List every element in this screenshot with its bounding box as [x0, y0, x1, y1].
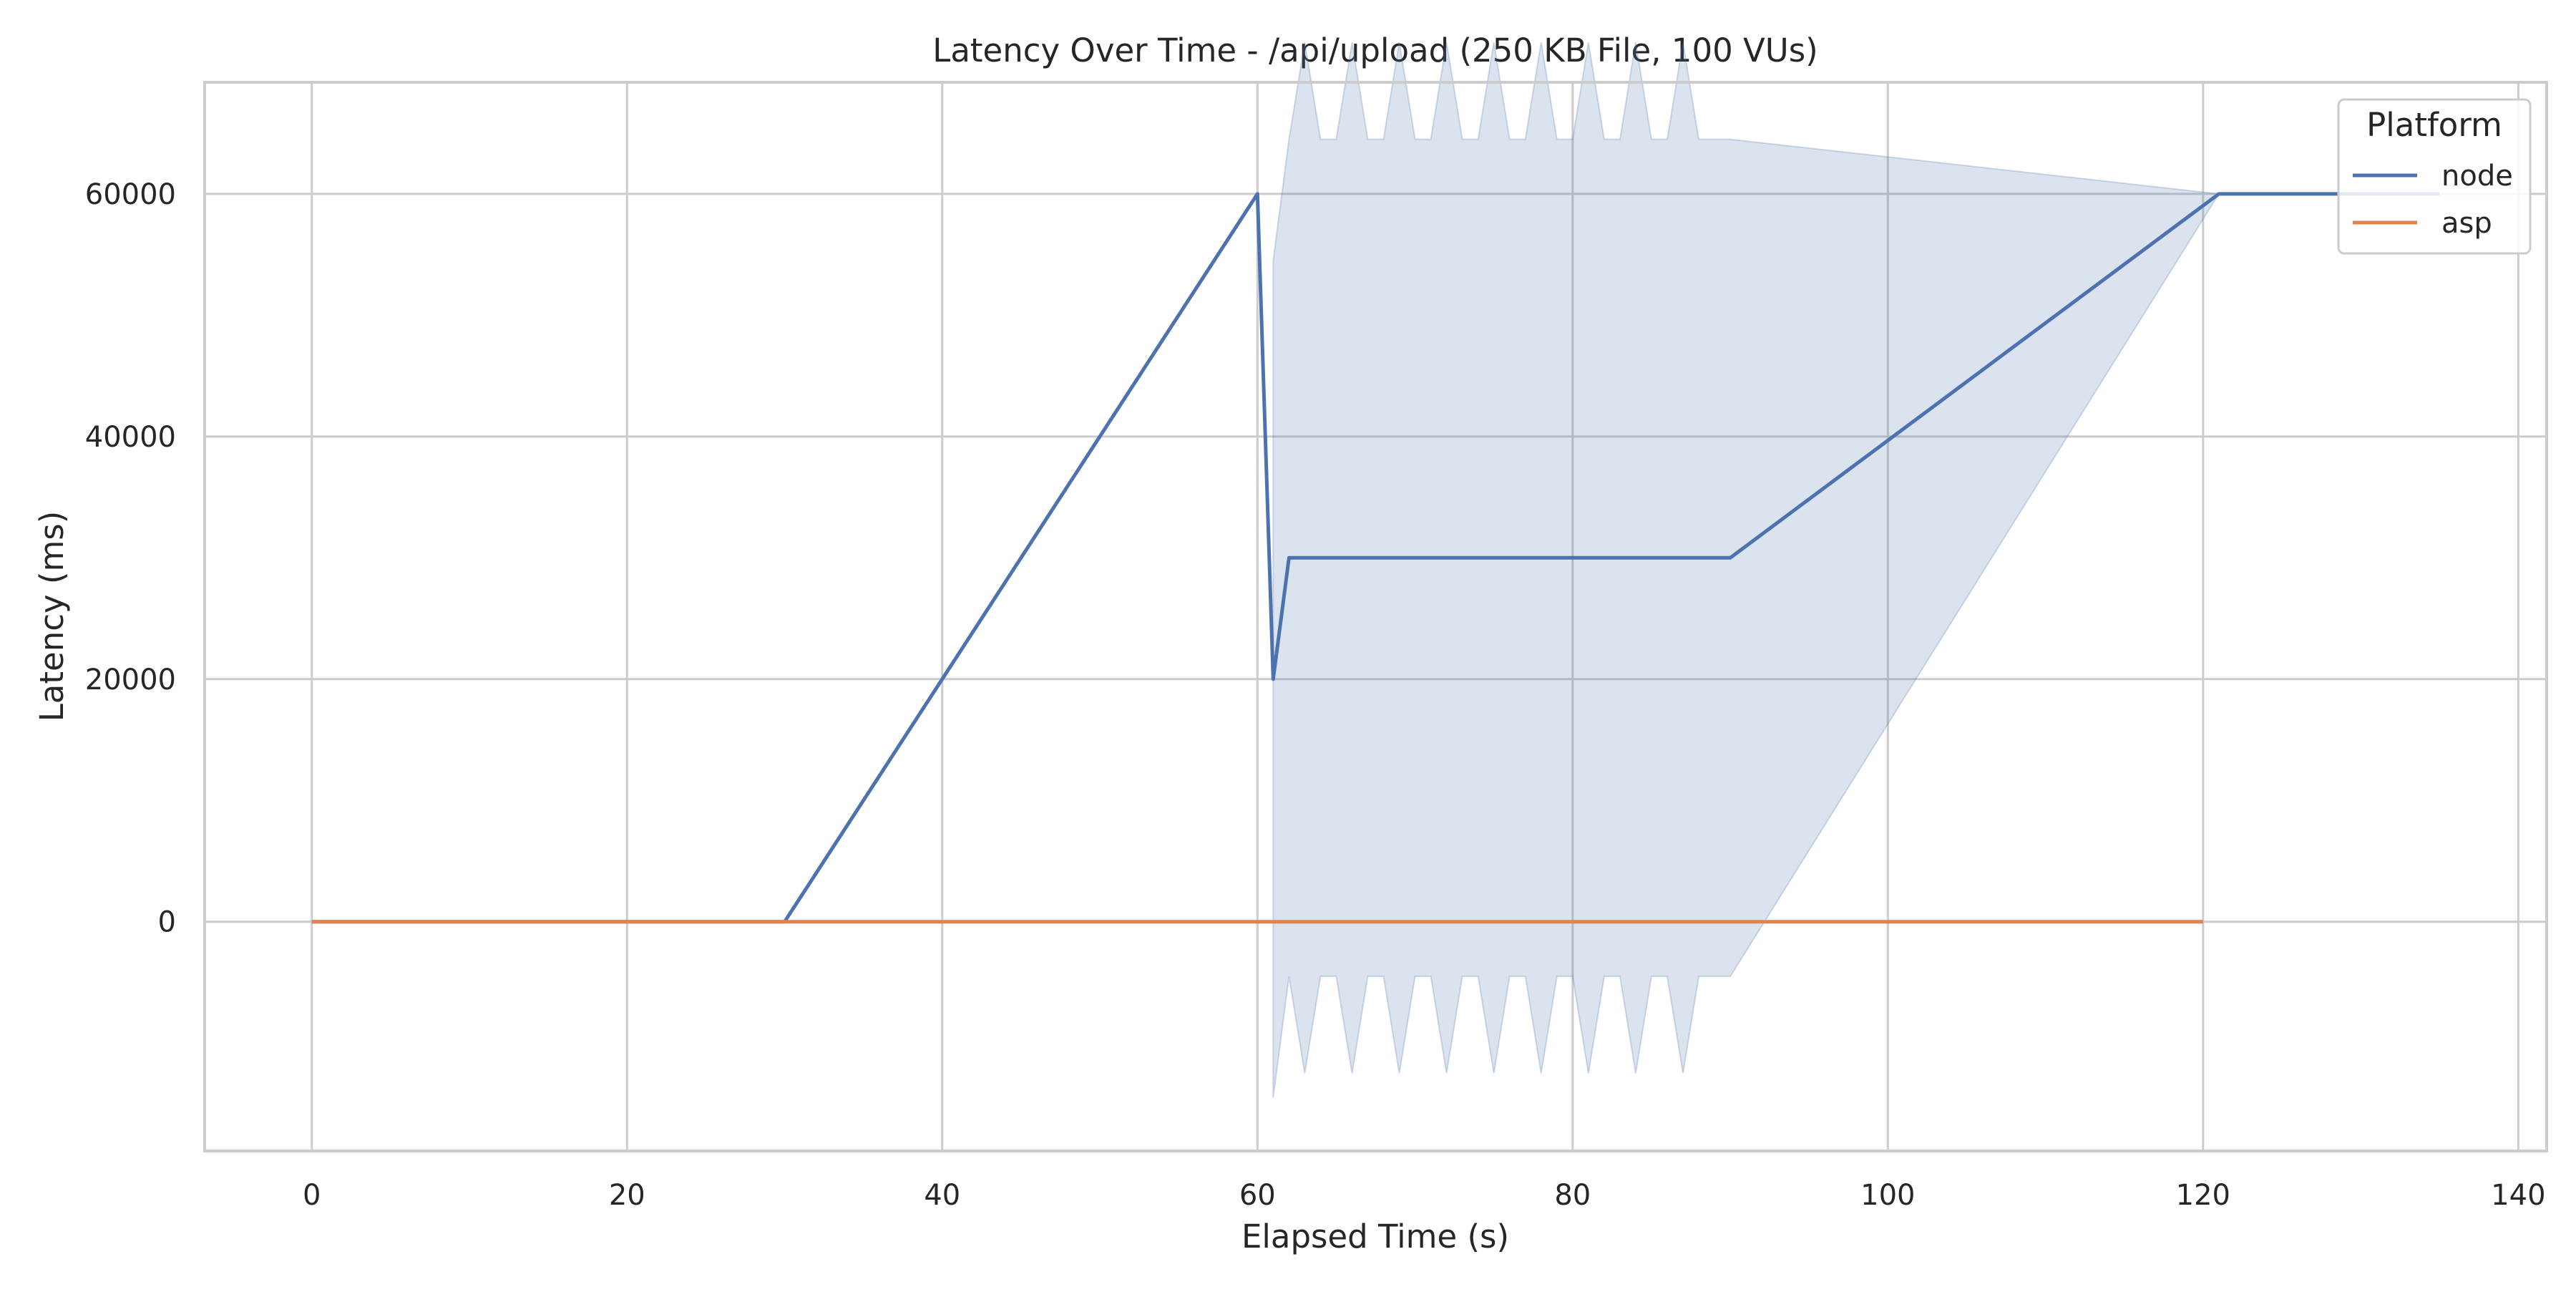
x-tick-labels: 0 20 40 60 80 100 120 140 [303, 1179, 2545, 1212]
legend-title: Platform [2366, 106, 2502, 144]
legend: Platform node asp [2337, 98, 2532, 255]
plot-frame [203, 81, 2548, 1152]
legend-label-asp: asp [2441, 207, 2492, 240]
x-tick-label: 40 [924, 1179, 960, 1212]
x-tick-label: 120 [2176, 1179, 2230, 1212]
confidence-band [1272, 42, 2440, 1098]
x-tick-label: 140 [2491, 1179, 2545, 1212]
y-tick-label: 20000 [85, 664, 176, 696]
x-tick-label: 80 [1554, 1179, 1591, 1212]
y-tick-label: 40000 [85, 421, 176, 454]
y-tick-label: 0 [158, 906, 176, 939]
chart-title: Latency Over Time - /api/upload (250 KB … [932, 31, 1818, 69]
legend-label-node: node [2441, 160, 2513, 193]
x-tick-label: 20 [609, 1179, 645, 1212]
series-line-node [311, 192, 2440, 924]
x-tick-label: 100 [1860, 1179, 1915, 1212]
x-axis-label: Elapsed Time (s) [1241, 1218, 1509, 1255]
y-axis-label: Latency (ms) [33, 511, 71, 722]
ci-band-node [1272, 42, 2440, 1098]
legend-box [2337, 98, 2532, 255]
x-tick-label: 0 [303, 1179, 321, 1212]
y-tick-label: 60000 [85, 178, 176, 211]
series-lines [311, 192, 2440, 924]
x-tick-label: 60 [1239, 1179, 1276, 1212]
legend-entries: node asp [2353, 160, 2513, 240]
y-tick-labels: 0 20000 40000 60000 [85, 178, 176, 939]
